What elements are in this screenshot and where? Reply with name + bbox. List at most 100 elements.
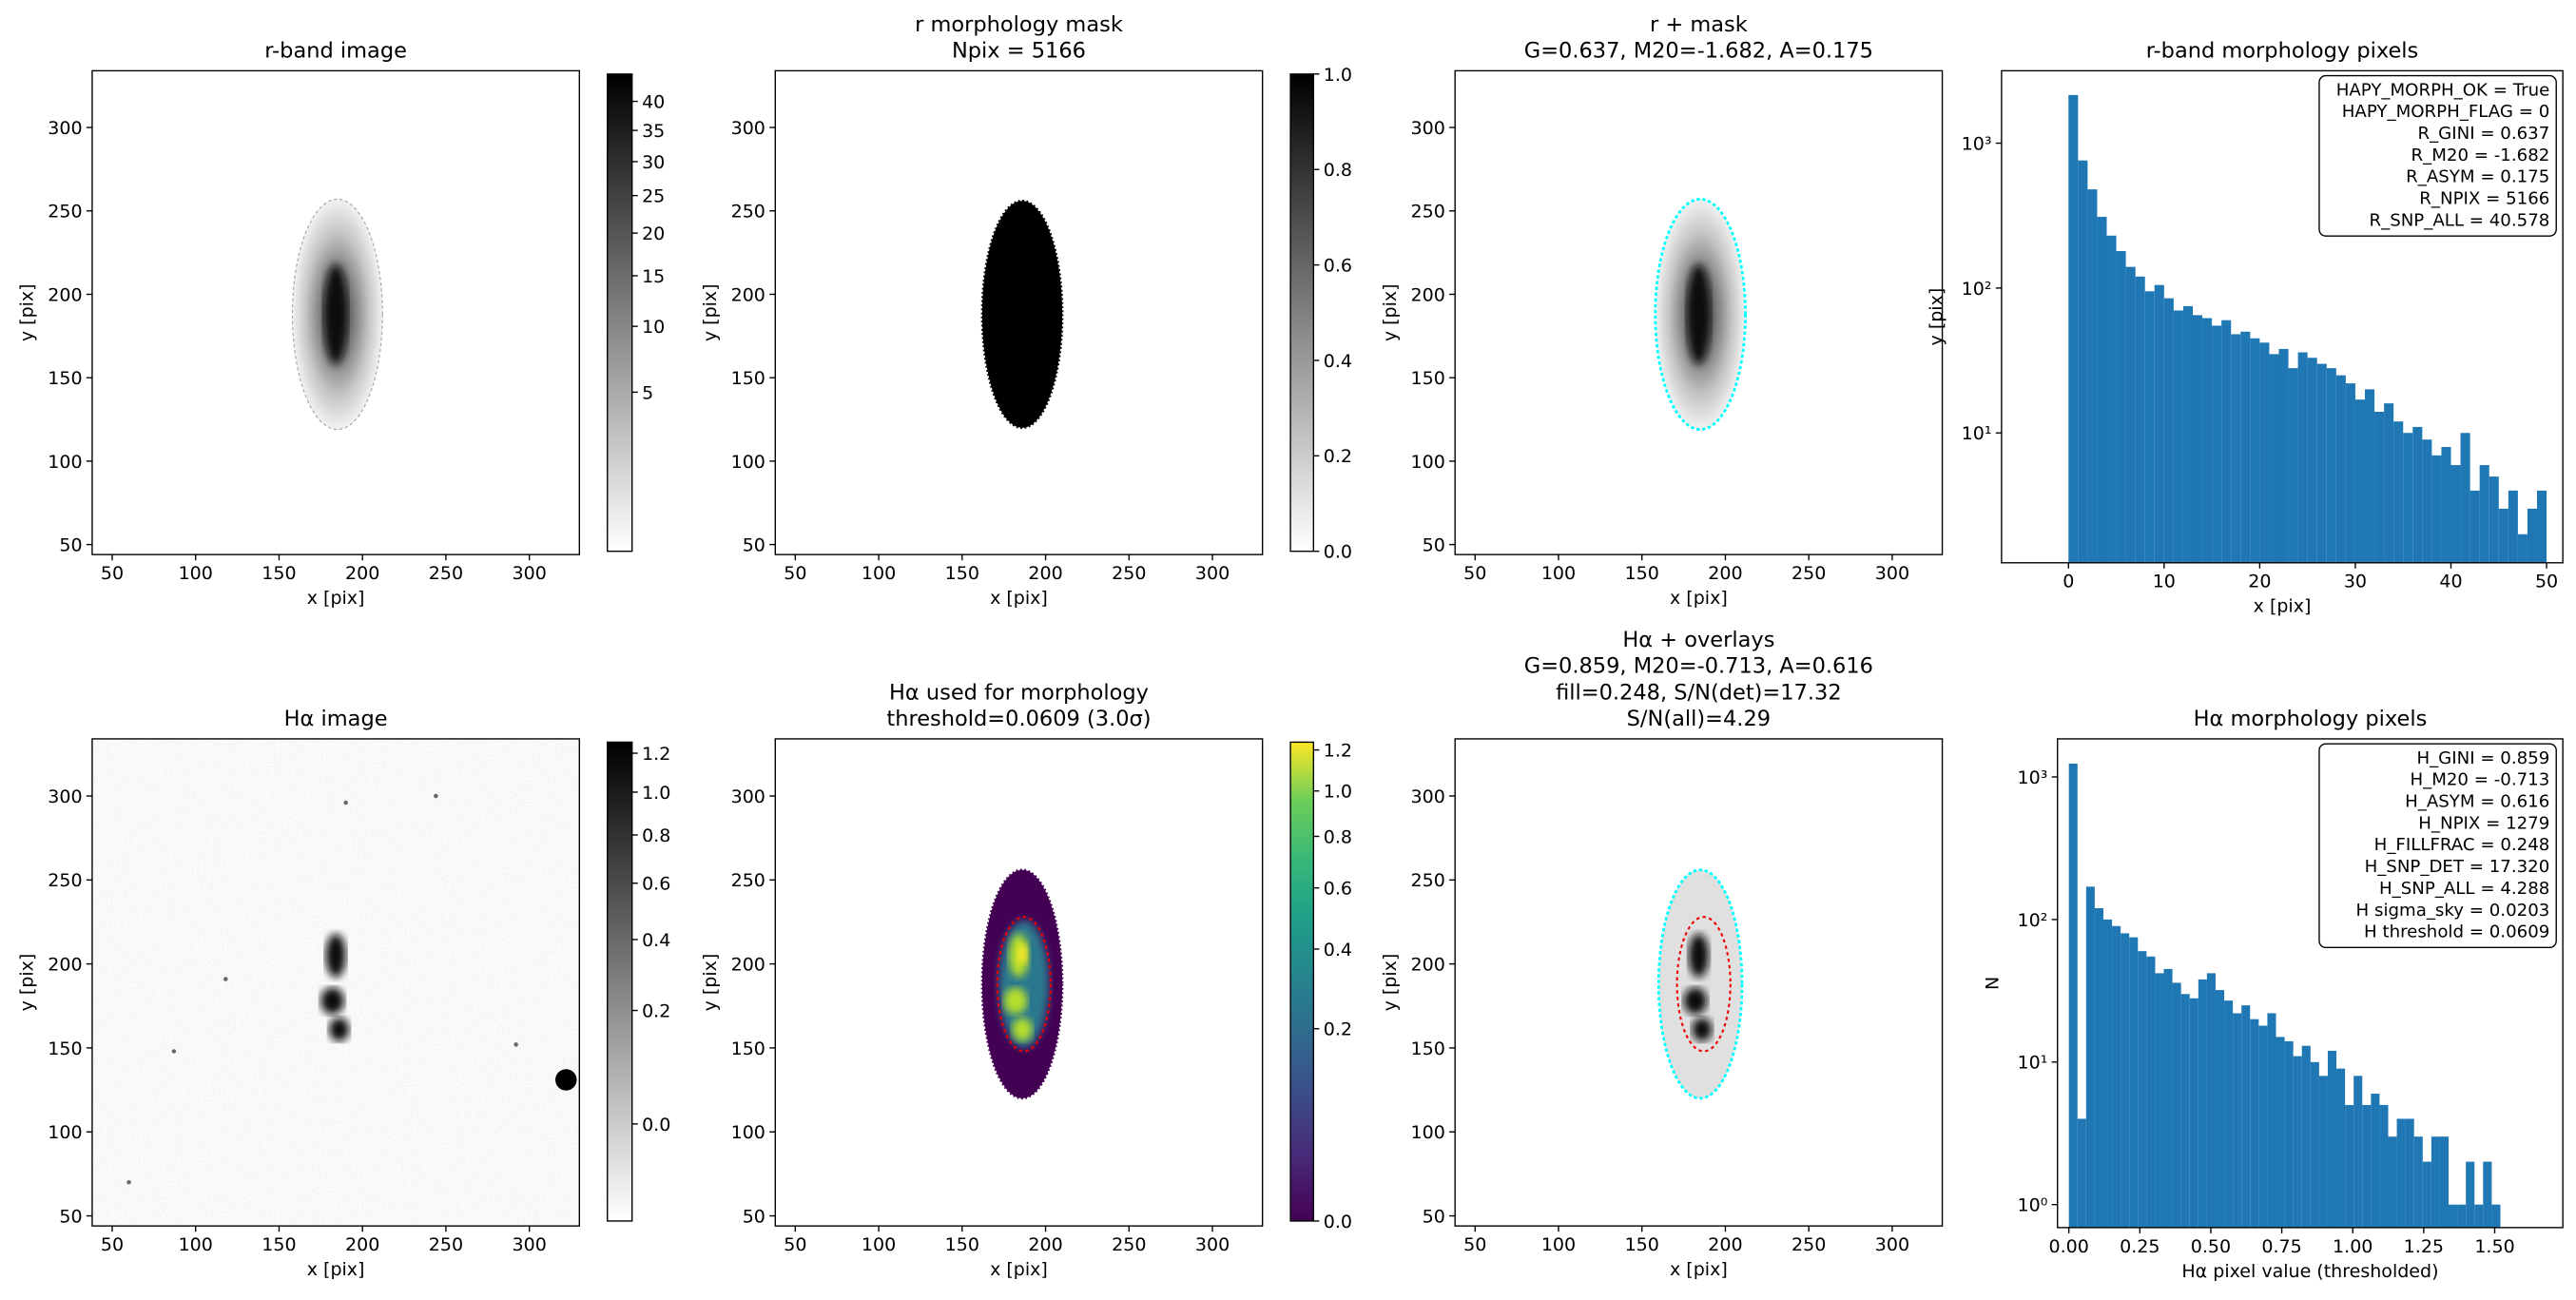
image-feature xyxy=(1687,263,1711,365)
x-tick-label: 40 xyxy=(2439,572,2462,592)
plot-area xyxy=(2068,94,2547,563)
x-tick-label: 0.50 xyxy=(2191,1236,2231,1257)
y-tick-label: 150 xyxy=(731,1038,765,1059)
plot-area xyxy=(1654,198,1747,431)
axes-frame xyxy=(2001,69,2564,564)
hist-bar xyxy=(2318,1076,2328,1228)
y-tick-label: 50 xyxy=(59,535,82,556)
hist-bar xyxy=(2293,1056,2302,1228)
noise-background xyxy=(91,738,580,1227)
panel: 50 100 150 200 250 300 50 100 150 200 250 300 x [pix… xyxy=(17,39,666,609)
y-tick-label: 100 xyxy=(48,452,82,473)
colorbar-tick-label: 1.0 xyxy=(642,783,670,804)
hist-bar xyxy=(2221,320,2232,563)
y-tick-label: 300 xyxy=(731,786,765,807)
hist-bar xyxy=(2163,968,2173,1228)
y-tick-label: 50 xyxy=(1423,1206,1445,1227)
colorbar-tick-label: 1.2 xyxy=(642,744,670,765)
y-axis-label: N xyxy=(1982,977,2003,990)
panel-title: Npix = 5166 xyxy=(952,39,1086,64)
axes-frame xyxy=(774,69,1264,555)
hist-bar xyxy=(2483,1161,2492,1228)
colorbar xyxy=(607,73,633,553)
y-tick-label: 300 xyxy=(48,118,82,139)
hist-bar xyxy=(2215,990,2225,1228)
x-tick-label: 0.00 xyxy=(2049,1236,2089,1257)
hist-bar xyxy=(2431,455,2442,563)
panel-title: r-band image xyxy=(264,39,407,64)
panel-title: S/N(all)=4.29 xyxy=(1627,707,1771,731)
hist-bar xyxy=(2364,389,2375,563)
colorbar-tick-label: 0.2 xyxy=(642,1000,670,1021)
panel-title: G=0.859, M20=-0.713, A=0.616 xyxy=(1524,654,1873,679)
hist-bar xyxy=(2479,465,2489,563)
hist-bar xyxy=(2172,982,2181,1228)
x-tick-label: 1.50 xyxy=(2474,1236,2514,1257)
annotation-line: R_ASYM = 0.175 xyxy=(2406,167,2549,187)
hist-bar xyxy=(2336,1068,2346,1228)
hist-bar xyxy=(2267,1013,2276,1228)
panel-title: r-band morphology pixels xyxy=(2146,39,2419,64)
x-tick-label: 200 xyxy=(1708,563,1742,584)
y-tick-label: 300 xyxy=(1411,786,1445,807)
annotation-line: HAPY_MORPH_FLAG = 0 xyxy=(2342,102,2550,122)
hist-bar xyxy=(2345,1104,2354,1228)
y-axis-label: y [pix] xyxy=(700,283,721,341)
hist-bar xyxy=(2498,508,2508,563)
axes-frame xyxy=(1454,69,1944,555)
y-tick-label: 200 xyxy=(48,955,82,976)
hist-bar xyxy=(2202,318,2213,563)
x-tick-label: 50 xyxy=(784,1234,806,1255)
hist-bar xyxy=(2457,1204,2467,1228)
y-tick-label: 300 xyxy=(1411,118,1445,139)
x-tick-label: 200 xyxy=(345,1234,379,1255)
colorbar-tick-label: 5 xyxy=(642,382,653,403)
x-tick-label: 250 xyxy=(429,563,463,584)
hist-bar xyxy=(2250,338,2260,563)
colorbar-tick-label: 40 xyxy=(642,91,665,112)
hist-bar xyxy=(2106,235,2117,563)
hist-bar xyxy=(2094,908,2103,1228)
y-tick-label: 300 xyxy=(731,118,765,139)
x-tick-label: 50 xyxy=(2535,572,2558,592)
contour xyxy=(1675,916,1732,1053)
annotation-box xyxy=(2318,74,2557,237)
hist-bar xyxy=(2116,251,2126,563)
x-tick-label: 300 xyxy=(1875,563,1909,584)
image-feature xyxy=(1683,987,1708,1015)
y-tick-label: 100 xyxy=(731,452,765,473)
hist-bar xyxy=(2250,1019,2259,1228)
x-tick-label: 200 xyxy=(1708,1234,1742,1255)
hist-bar xyxy=(2155,973,2164,1228)
image-feature xyxy=(1003,987,1028,1015)
hist-bar xyxy=(2307,358,2317,563)
image-feature xyxy=(513,1042,518,1047)
plot-area xyxy=(91,738,580,1227)
y-tick-label: 100 xyxy=(731,1122,765,1143)
hist-bar xyxy=(2422,1161,2431,1228)
panel: 50 100 150 200 250 300 50 100 150 200 250 300 x [pix… xyxy=(700,680,1352,1280)
hist-bar xyxy=(2284,1040,2294,1228)
panel: 0.00 0.25 0.50 0.75 1.00 1.25 1.50 10⁰ 10¹ 10² 10³… xyxy=(1982,707,2564,1282)
image-feature xyxy=(323,263,348,365)
hist-bar xyxy=(2353,1076,2363,1228)
y-axis-label: y [pix] xyxy=(17,954,38,1012)
hist-bar xyxy=(2087,189,2098,563)
y-tick-label: 10³ xyxy=(1962,133,1992,154)
hist-bar xyxy=(2233,1013,2242,1228)
annotation-line: H sigma_sky = 0.0203 xyxy=(2356,901,2550,921)
x-tick-label: 1.25 xyxy=(2404,1236,2444,1257)
x-tick-label: 200 xyxy=(1028,563,1062,584)
y-axis-label: y [pix] xyxy=(700,954,721,1012)
hist-bar xyxy=(2224,1000,2234,1228)
y-axis-label: y [pix] xyxy=(1380,954,1401,1012)
hist-bar xyxy=(2396,1118,2406,1228)
y-tick-label: 100 xyxy=(1411,1122,1445,1143)
y-tick-label: 250 xyxy=(1411,870,1445,891)
mask-outline xyxy=(291,198,383,431)
hist-bar xyxy=(2173,310,2183,563)
hist-bar xyxy=(2384,403,2394,563)
x-axis-label: x [pix] xyxy=(2254,596,2312,617)
y-tick-label: 250 xyxy=(731,870,765,891)
